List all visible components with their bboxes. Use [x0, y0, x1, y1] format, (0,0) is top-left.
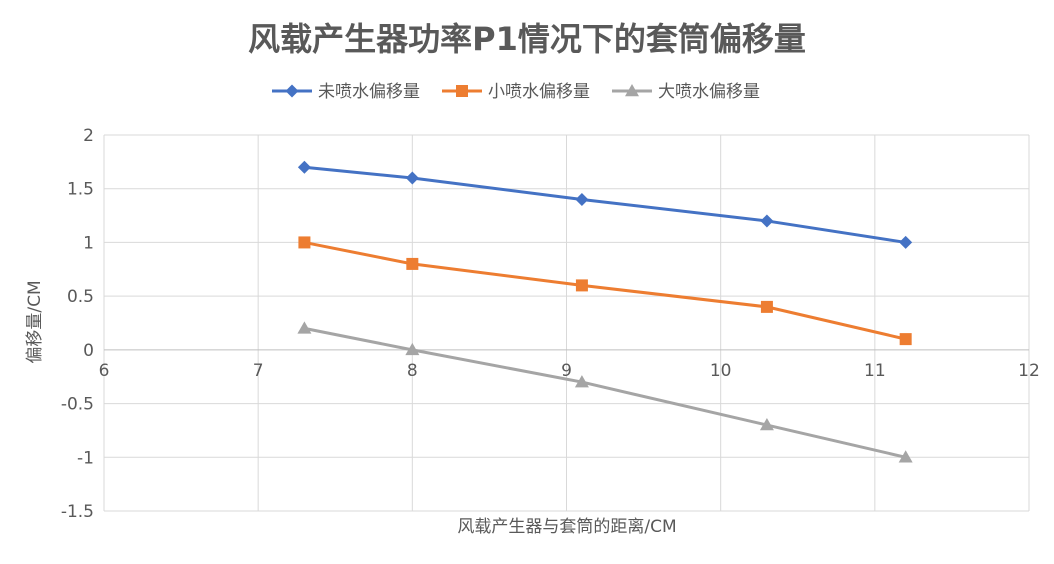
series-line [302, 165, 908, 244]
legend-marker [625, 84, 639, 97]
data-point-triangle [759, 418, 774, 431]
data-point-triangle [574, 375, 589, 388]
series-triangle [297, 321, 913, 463]
data-point-diamond [405, 171, 419, 185]
legend-entry: 小喷水偏移量 [442, 82, 590, 102]
grid [103, 134, 1030, 512]
x-tick-label: 10 [710, 361, 732, 381]
data-point-triangle [898, 450, 913, 463]
legend-label: 小喷水偏移量 [488, 82, 590, 102]
y-tick-label: 1.5 [67, 180, 94, 200]
legend: 未喷水偏移量 小喷水偏移量 大喷水偏移量 [272, 82, 760, 102]
x-tick-label: 11 [864, 361, 886, 381]
x-tick-labels: 6 7 8 9 10 11 12 [99, 361, 1040, 381]
data-point-diamond [760, 214, 774, 228]
y-tick-label: 0.5 [67, 287, 94, 307]
data-point-square [298, 236, 311, 249]
legend-label: 大喷水偏移量 [658, 82, 760, 102]
legend-marker [456, 85, 468, 97]
x-tick-label: 7 [253, 361, 264, 381]
x-tick-label: 8 [407, 361, 418, 381]
y-tick-label: 0 [83, 341, 94, 361]
legend-label: 未喷水偏移量 [318, 82, 420, 102]
y-tick-labels: 2 1.5 1 0.5 0 -0.5 -1 -1.5 [61, 126, 94, 522]
data-point-diamond [297, 160, 311, 174]
x-tick-label: 12 [1018, 361, 1040, 381]
data-point-triangle [405, 342, 420, 356]
data-point-square [575, 279, 588, 292]
legend-entry: 大喷水偏移量 [612, 82, 760, 102]
y-tick-label: 1 [83, 233, 94, 253]
x-tick-label: 6 [99, 361, 110, 381]
series-line [302, 240, 908, 341]
y-tick-label: 2 [83, 126, 94, 146]
y-axis-title: 偏移量/CM [25, 280, 45, 363]
data-point-square [899, 333, 912, 346]
data-point-triangle [297, 321, 312, 334]
legend-marker [285, 84, 299, 98]
data-point-diamond [575, 192, 589, 206]
series-square [298, 236, 912, 346]
data-point-diamond [899, 235, 913, 249]
series-diamond [297, 160, 913, 249]
y-tick-label: -1.5 [61, 502, 94, 522]
y-tick-label: -0.5 [61, 395, 94, 415]
data-point-square [760, 300, 773, 313]
series-layer [297, 160, 913, 463]
y-tick-label: -1 [77, 448, 94, 468]
data-point-square [406, 257, 419, 270]
series-line [302, 326, 908, 459]
chart-title: 风载产生器功率P1情况下的套筒偏移量 [248, 20, 806, 58]
x-tick-label: 9 [561, 361, 572, 381]
x-axis-title: 风载产生器与套筒的距离/CM [457, 517, 676, 537]
legend-entry: 未喷水偏移量 [272, 82, 420, 102]
